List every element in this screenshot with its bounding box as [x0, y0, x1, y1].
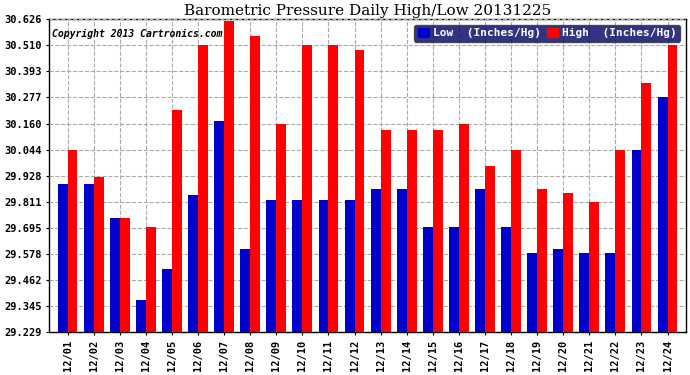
Bar	[162, 269, 172, 332]
Bar	[266, 200, 276, 332]
Bar	[58, 184, 68, 332]
Bar	[553, 249, 563, 332]
Bar	[667, 45, 678, 332]
Bar	[527, 254, 537, 332]
Bar	[172, 110, 182, 332]
Bar	[120, 217, 130, 332]
Bar	[511, 150, 521, 332]
Bar	[485, 166, 495, 332]
Bar	[449, 226, 459, 332]
Bar	[397, 189, 406, 332]
Bar	[433, 130, 443, 332]
Bar	[83, 184, 94, 332]
Bar	[94, 177, 104, 332]
Bar	[381, 130, 391, 332]
Bar	[631, 150, 642, 332]
Legend: Low  (Inches/Hg), High  (Inches/Hg): Low (Inches/Hg), High (Inches/Hg)	[414, 25, 680, 42]
Bar	[68, 150, 77, 332]
Bar	[328, 45, 338, 332]
Bar	[406, 130, 417, 332]
Bar	[214, 122, 224, 332]
Bar	[371, 189, 381, 332]
Bar	[319, 200, 328, 332]
Bar	[198, 45, 208, 332]
Bar	[537, 189, 547, 332]
Bar	[110, 217, 120, 332]
Bar	[589, 202, 599, 332]
Bar	[293, 200, 302, 332]
Bar	[423, 226, 433, 332]
Bar	[344, 200, 355, 332]
Bar	[475, 189, 485, 332]
Bar	[250, 36, 260, 332]
Bar	[146, 226, 156, 332]
Bar	[580, 254, 589, 332]
Bar	[459, 124, 469, 332]
Title: Barometric Pressure Daily High/Low 20131225: Barometric Pressure Daily High/Low 20131…	[184, 4, 551, 18]
Bar	[224, 21, 234, 332]
Bar	[188, 195, 198, 332]
Text: Copyright 2013 Cartronics.com: Copyright 2013 Cartronics.com	[52, 29, 223, 39]
Bar	[615, 150, 625, 332]
Bar	[563, 193, 573, 332]
Bar	[658, 97, 667, 332]
Bar	[136, 300, 146, 332]
Bar	[240, 249, 250, 332]
Bar	[501, 226, 511, 332]
Bar	[355, 50, 364, 332]
Bar	[606, 254, 615, 332]
Bar	[302, 45, 313, 332]
Bar	[642, 83, 651, 332]
Bar	[276, 124, 286, 332]
